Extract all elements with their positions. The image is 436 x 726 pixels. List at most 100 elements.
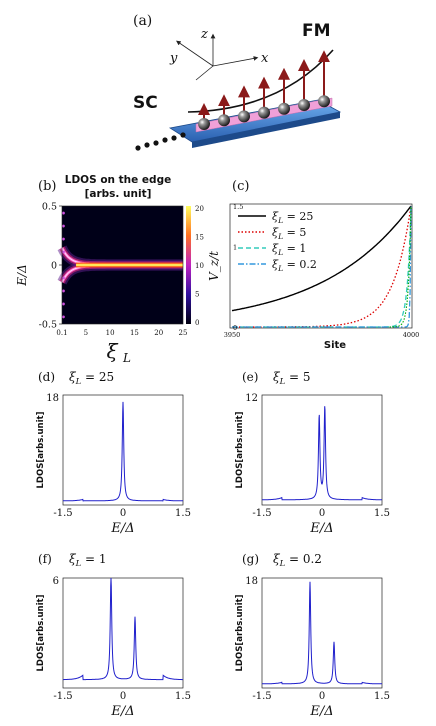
vz-y-tick-label: 0 <box>233 324 237 332</box>
colorbar-tick-label: 20 <box>195 205 204 213</box>
ldos-x-label: E/Δ <box>309 704 333 719</box>
ldos-x-tick-label: 0 <box>120 508 126 519</box>
ldos-y-label: LDOS[arbs.unit] <box>235 411 245 488</box>
legend-label: ξL = 5 <box>272 226 306 241</box>
ldos-x-tick-label: 0 <box>319 691 325 702</box>
ldos-x-tick-label: 1.5 <box>374 508 390 519</box>
heatmap-x-tick-label: 20 <box>154 329 163 337</box>
axis-y-label: y <box>169 51 178 66</box>
heatmap-bound-state <box>62 237 65 241</box>
panel-b-label: (b) <box>38 179 56 194</box>
y-axis-arrow <box>176 40 214 67</box>
ldos-ymax-label: 12 <box>245 393 258 404</box>
ldos-ymax-label: 18 <box>245 576 258 587</box>
legend-label: ξL = 25 <box>272 210 313 225</box>
heatmap-x-tick-label: 10 <box>106 329 115 337</box>
ldos-y-label: LDOS[arbs.unit] <box>235 594 245 671</box>
ldos-frame <box>261 577 383 689</box>
heatmap-y-tick-label: -0.5 <box>39 320 57 331</box>
magnetic-atom <box>238 110 250 123</box>
ldos-curve <box>62 401 184 502</box>
ldos-x-label: E/Δ <box>110 704 134 719</box>
colorbar-tick-label: 0 <box>195 319 199 327</box>
heatmap-bound-state <box>62 224 65 228</box>
panel-title: ξL = 1 <box>69 552 107 568</box>
legend-label: ξL = 1 <box>272 242 306 257</box>
ldos-y-label: LDOS[arbs.unit] <box>36 594 46 671</box>
vz-y-label: V_z/t <box>207 251 221 281</box>
ldos-curve <box>262 406 382 501</box>
heatmap-x-tick-label: 25 <box>179 329 188 337</box>
sc-label: SC <box>133 93 158 113</box>
ldos-ymax-label: 6 <box>53 576 59 587</box>
panel-label: (e) <box>242 370 258 384</box>
panel-a: (a) z y x FM SC <box>133 13 342 151</box>
ldos-panel: (e) ξL = 5 12 -1.5 0 1.5 LDOS[arbs.unit] E/Δ <box>235 370 390 536</box>
heatmap-title-line2: [arbs. unit] <box>85 188 152 200</box>
heatmap-y-tick-label: 0.5 <box>42 202 57 213</box>
magnetic-atom <box>278 102 290 115</box>
heatmap-bound-state <box>62 250 65 254</box>
ldos-x-tick-label: 0 <box>319 508 325 519</box>
heatmap-x-tick-label: 15 <box>130 329 139 337</box>
heatmap-x-label-sub: L <box>122 351 131 365</box>
ldos-x-tick-label: -1.5 <box>252 691 271 702</box>
vz-extra-curve <box>389 205 412 328</box>
ldos-frame <box>261 394 383 506</box>
colorbar <box>186 206 191 324</box>
heatmap-x-ticks: 0.1 5 10 15 20 25 <box>56 329 187 337</box>
ldos-x-tick-label: 1.5 <box>374 691 390 702</box>
ldos-panels: (d) ξL = 25 18 -1.5 0 1.5 LDOS[arbs.unit] E/Δ (e… <box>36 370 390 719</box>
ldos-x-tick-label: 1.5 <box>175 508 191 519</box>
heatmap-y-tick-label: 0 <box>51 261 57 272</box>
ldos-ymax-label: 18 <box>46 393 59 404</box>
ldos-x-label: E/Δ <box>309 521 333 536</box>
ldos-panel: (f) ξL = 1 6 -1.5 0 1.5 LDOS[arbs.unit] E/Δ <box>36 552 191 719</box>
vz-series-line <box>232 205 412 328</box>
x-axis-arrow <box>212 56 259 67</box>
vz-x-tick-label: 4000 <box>403 331 420 339</box>
ldos-x-tick-label: -1.5 <box>53 508 72 519</box>
heatmap-title-line1: LDOS on the edge <box>65 174 171 186</box>
magnetic-atom-chain <box>198 50 330 130</box>
axis-x-label: x <box>261 51 269 66</box>
ldos-curve <box>262 581 382 685</box>
ldos-panel: (d) ξL = 25 18 -1.5 0 1.5 LDOS[arbs.unit] E/Δ <box>36 370 191 536</box>
fm-label: FM <box>302 21 331 41</box>
ldos-frame <box>62 577 184 689</box>
panel-title: ξL = 5 <box>273 370 311 386</box>
colorbar-tick-label: 15 <box>195 234 204 242</box>
panel-c-label: (c) <box>232 179 249 194</box>
sc-substrate-edge <box>192 112 340 148</box>
heatmap-x-tick-label: 5 <box>84 329 88 337</box>
ldos-x-tick-label: 0 <box>120 691 126 702</box>
heatmap-x-label: ξ <box>106 339 118 363</box>
panel-title: ξL = 25 <box>69 370 114 386</box>
ldos-panel: (g) ξL = 0.2 18 -1.5 0 1.5 LDOS[arbs.unit] E/Δ <box>235 552 390 719</box>
chain-continuation-dots <box>135 132 186 151</box>
colorbar-ticks: 20 15 10 5 0 <box>195 205 204 327</box>
colorbar-tick-label: 10 <box>195 262 204 270</box>
magnetic-atom <box>298 99 310 111</box>
ldos-x-tick-label: -1.5 <box>53 691 72 702</box>
ldos-x-label: E/Δ <box>110 521 134 536</box>
axis-z-label: z <box>200 27 208 42</box>
panel-title: ξL = 0.2 <box>273 552 322 568</box>
legend-label: ξL = 0.2 <box>272 258 317 273</box>
vz-x-label: Site <box>324 340 346 351</box>
heatmap-x-tick-label: 0.1 <box>56 329 67 337</box>
ldos-curve <box>63 577 183 681</box>
panel-label: (d) <box>38 370 55 384</box>
ldos-x-tick-label: 1.5 <box>175 691 191 702</box>
panel-b: (b) LDOS on the edge [arbs. unit] 20 15 10… <box>15 174 204 365</box>
heatmap-bound-state <box>62 315 65 319</box>
ldos-y-label: LDOS[arbs.unit] <box>36 411 46 488</box>
heatmap-bound-state <box>62 211 65 215</box>
heatmap-bound-state <box>62 302 65 306</box>
vz-y-tick-label: 1.5 <box>233 203 243 211</box>
heatmap-y-ticks: 0.5 0 -0.5 <box>39 202 62 331</box>
magnetic-atom <box>258 106 270 119</box>
magnetic-atom <box>318 95 330 108</box>
